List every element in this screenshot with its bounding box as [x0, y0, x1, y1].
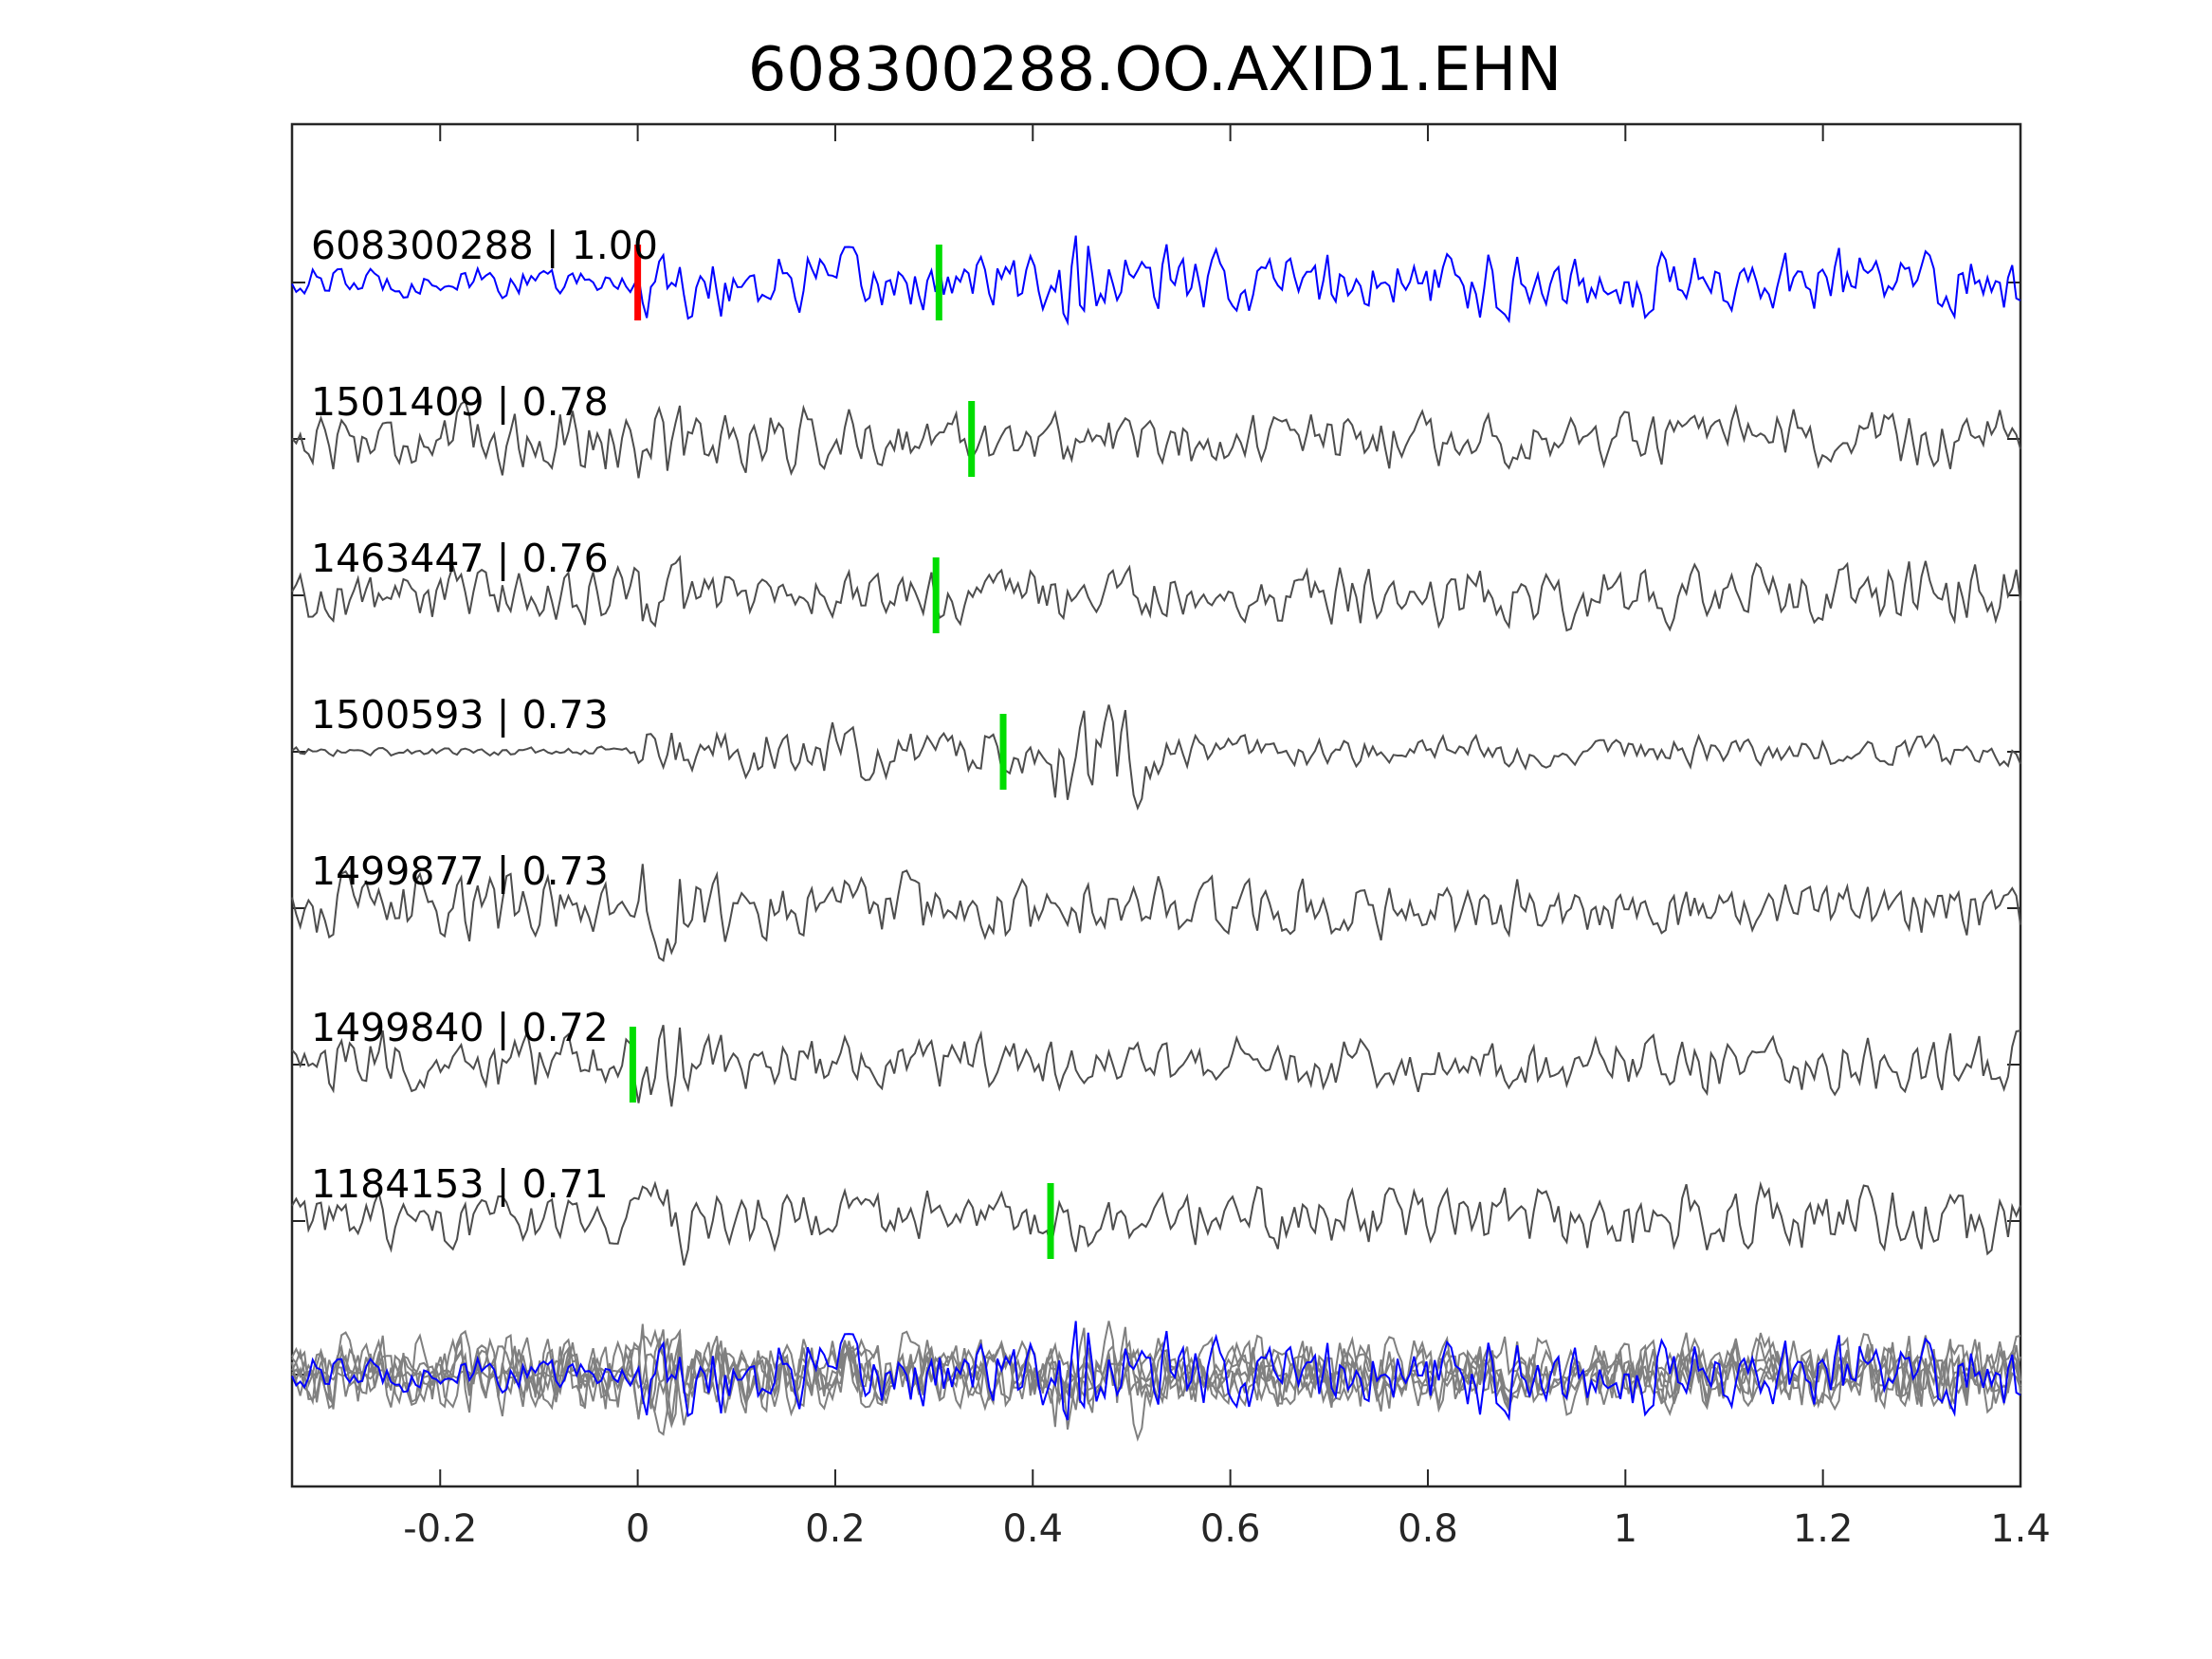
- trace-label: 1501409 | 0.78: [311, 379, 609, 425]
- trace-line: [291, 399, 2021, 479]
- x-tick-label: 0.6: [1200, 1507, 1261, 1551]
- x-tick-label: 1: [1614, 1507, 1637, 1551]
- trace-label: 1463447 | 0.76: [311, 536, 609, 581]
- overlay-stack: [291, 1321, 2021, 1442]
- x-axis: -0.2 0 0.2 0.4 0.6 0.8 1 1.2 1.4: [292, 124, 2051, 1551]
- plot-area: [290, 122, 2022, 1488]
- x-tick-label: 1.2: [1793, 1507, 1854, 1551]
- x-tick-label: 0.2: [805, 1507, 866, 1551]
- trace-label: 1184153 | 0.71: [311, 1161, 609, 1207]
- chart-title: 608300288.OO.AXID1.EHN: [748, 35, 1563, 105]
- trace-line: [291, 555, 2021, 632]
- overlay-match-line: [291, 1328, 2021, 1426]
- trace-label: 1499877 | 0.73: [311, 848, 609, 894]
- trace-labels: 608300288 | 1.00 1501409 | 0.78 1463447 | …: [311, 223, 658, 1207]
- pick-markers: [629, 245, 1054, 1259]
- trace-line: [291, 235, 2021, 326]
- x-tick-label: 0.4: [1002, 1507, 1063, 1551]
- trace-line: [291, 1025, 2021, 1107]
- trace-line: [291, 1180, 2021, 1266]
- trace-label: 608300288 | 1.00: [311, 223, 658, 268]
- trace-stack: [291, 235, 2021, 1266]
- trace-line: [291, 864, 2021, 962]
- x-tick-label: 0: [626, 1507, 649, 1551]
- overlay-match-line: [291, 1323, 2021, 1436]
- overlay-template-line: [291, 1321, 2021, 1422]
- x-tick-label: 1.4: [1990, 1507, 2051, 1551]
- trace-label: 1500593 | 0.73: [311, 692, 609, 738]
- trace-line: [291, 704, 2021, 811]
- trace-label: 1499840 | 0.72: [311, 1005, 609, 1050]
- x-tick-label: -0.2: [403, 1507, 477, 1551]
- overlay-match-line: [291, 1329, 2021, 1423]
- x-tick-label: 0.8: [1398, 1507, 1458, 1551]
